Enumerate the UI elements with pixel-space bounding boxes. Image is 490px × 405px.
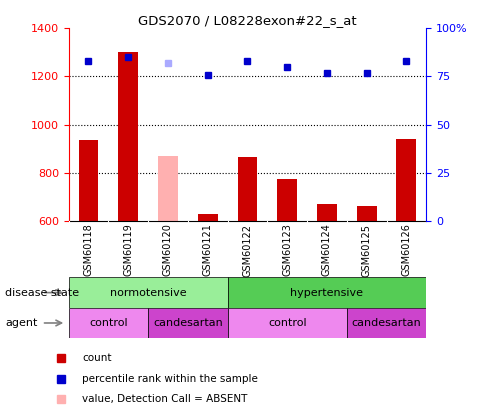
Bar [69,308,148,338]
Text: candesartan: candesartan [352,318,421,328]
Bar [78,140,98,221]
Bar [158,156,178,221]
Text: value, Detection Call = ABSENT: value, Detection Call = ABSENT [82,394,247,404]
Bar [347,308,426,338]
Text: GSM60122: GSM60122 [243,224,252,277]
Bar [198,213,218,221]
Text: GSM60119: GSM60119 [123,224,133,276]
Bar [238,157,257,221]
Text: candesartan: candesartan [153,318,223,328]
Text: GSM60123: GSM60123 [282,224,292,277]
Text: GSM60118: GSM60118 [83,224,94,276]
Bar [227,308,347,338]
Bar [69,277,227,308]
Text: GSM60125: GSM60125 [362,224,372,277]
Bar [227,277,426,308]
Bar [396,139,416,221]
Text: GSM60120: GSM60120 [163,224,173,277]
Text: normotensive: normotensive [110,288,186,298]
Text: GSM60126: GSM60126 [401,224,412,277]
Text: hypertensive: hypertensive [291,288,364,298]
Bar [357,206,377,221]
Text: agent: agent [5,318,37,328]
Text: percentile rank within the sample: percentile rank within the sample [82,374,258,384]
Bar [148,308,227,338]
Bar [118,52,138,221]
Text: GSM60124: GSM60124 [322,224,332,277]
Title: GDS2070 / L08228exon#22_s_at: GDS2070 / L08228exon#22_s_at [138,14,357,27]
Text: disease state: disease state [5,288,79,298]
Bar [277,179,297,221]
Text: GSM60121: GSM60121 [203,224,213,277]
Text: control: control [89,318,128,328]
Text: control: control [268,318,307,328]
Bar [317,204,337,221]
Text: count: count [82,354,112,363]
